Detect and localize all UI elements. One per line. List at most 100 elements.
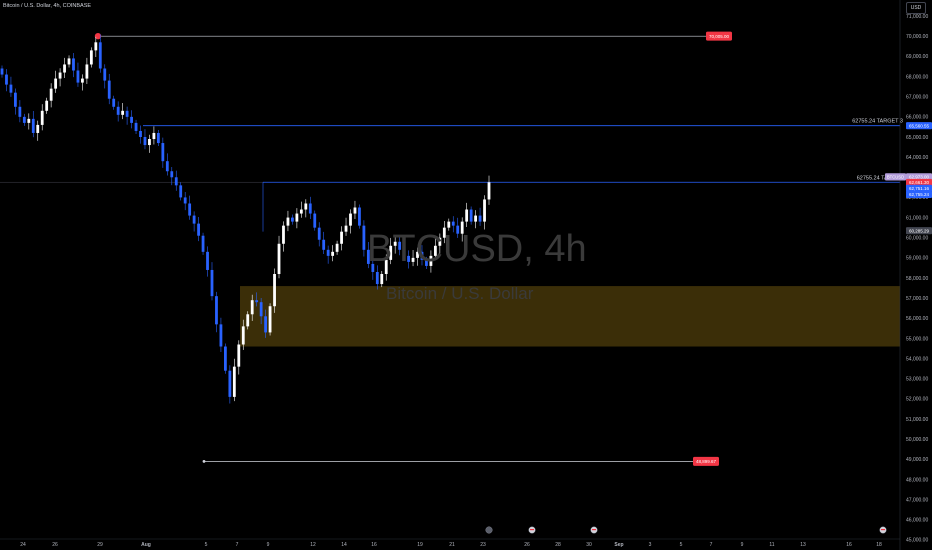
candle-body-up (49, 88, 53, 101)
x-tick-label: 12 (310, 542, 316, 548)
candle-body-down (116, 106, 120, 115)
y-tick-label: 71,000.00 (906, 14, 928, 20)
y-tick-label: 49,000.00 (906, 457, 928, 463)
candle-body-down (183, 197, 187, 204)
candle-body-down (14, 92, 17, 107)
axis-price-label (906, 178, 932, 187)
candle-body-down (107, 80, 111, 99)
candle-body-up (460, 221, 464, 234)
axis-price-label (906, 122, 932, 130)
symbol-badge-text: BTCUSD (887, 174, 904, 179)
candle-body-down (371, 263, 375, 272)
candle-body-down (358, 207, 361, 226)
candle-body-up (447, 221, 451, 228)
y-tick-label: 67,000.00 (906, 95, 928, 101)
target-label: 62755.24 TARGET (857, 176, 904, 182)
candle-body-up (474, 215, 477, 222)
x-tick-label: 3 (649, 542, 652, 548)
x-tick-label: 16 (846, 542, 852, 548)
level-anchor-high[interactable] (94, 32, 102, 40)
y-tick-label: 66,000.00 (906, 115, 928, 121)
candle-body-up (246, 314, 250, 327)
y-tick-label: 70,000.00 (906, 34, 928, 40)
candle-body-up (353, 207, 357, 214)
x-tick-label: 26 (524, 542, 530, 548)
candle-body-down (22, 116, 26, 123)
candle-body-up (429, 255, 433, 266)
candle-body-up (63, 64, 66, 73)
x-tick-label: 9 (267, 542, 270, 548)
candle-body-up (465, 209, 469, 222)
candle-body-up (268, 306, 272, 333)
candle-body-up (483, 199, 486, 222)
candle-body-down (143, 136, 147, 146)
candle-body-up (438, 237, 442, 246)
candle-body-up (344, 225, 348, 232)
y-tick-label: 51,000.00 (906, 417, 928, 423)
x-tick-label: 24 (20, 542, 26, 548)
axis-price-label-text: 62,755.24 (909, 192, 930, 197)
level-anchor-low[interactable] (202, 459, 206, 463)
y-tick-label: 55,000.00 (906, 336, 928, 342)
candle-body-down (139, 130, 142, 137)
axis-price-label (906, 184, 932, 192)
event-icons-layer[interactable] (485, 526, 887, 534)
candle-body-down (317, 227, 321, 240)
candle-body-down (456, 225, 460, 234)
price-labels-layer: 70,005.00 62755.24 TARGET 3 62755.24 TARGE… (693, 31, 932, 466)
watermark-ticker: BTCUSD, 4h (367, 228, 587, 270)
candle-body-down (469, 209, 473, 222)
y-tick-label: 69,000.00 (906, 54, 928, 60)
candle-body-up (45, 100, 49, 111)
candle-body-down (425, 259, 428, 266)
y-tick-label: 52,000.00 (906, 397, 928, 403)
candle-body-down (197, 223, 200, 236)
target-3-label: 62755.24 TARGET 3 (852, 119, 903, 125)
time-axis[interactable]: 24 26 29 Aug 5 7 9 12 14 16 19 21 23 26 28 30 Sep 3 5 7 9 11 1… (0, 538, 900, 548)
x-tick-label: 29 (97, 542, 103, 548)
candle-body-down (72, 58, 75, 71)
axis-price-label-text: 60,285.29 (909, 228, 930, 233)
candle-body-up (411, 257, 415, 262)
y-tick-label: 57,000.00 (906, 296, 928, 302)
x-tick-label: 19 (417, 542, 423, 548)
candle-body-down (402, 249, 406, 256)
candle-body-up (40, 110, 44, 125)
candle-body-down (219, 324, 223, 347)
symbol-title[interactable]: Bitcoin / U.S. Dollar, 4h, COINBASE (3, 3, 92, 9)
currency-button[interactable]: USD (906, 2, 926, 14)
candle-body-up (442, 227, 446, 238)
candle-body-down (165, 161, 169, 172)
candle-body-up (27, 118, 31, 123)
candle-body-up (286, 217, 290, 226)
candle-body-down (103, 68, 107, 81)
earnings-event-icon[interactable] (485, 526, 493, 534)
candle-body-up (89, 50, 93, 65)
candle-body-down (18, 106, 22, 117)
candle-body-down (255, 300, 259, 303)
candle-body-down (420, 251, 424, 260)
candle-body-up (340, 231, 343, 244)
x-tick-label: 14 (341, 542, 347, 548)
candle-body-down (192, 215, 196, 224)
candle-body-up (241, 326, 245, 345)
level-tag-high (706, 31, 732, 41)
candle-body-up (85, 64, 89, 79)
x-tick-label: 18 (876, 542, 882, 548)
demand-zone (240, 286, 900, 347)
x-tick-label: 7 (236, 542, 239, 548)
y-tick-label: 65,000.00 (906, 135, 928, 141)
x-tick-label: 21 (449, 542, 455, 548)
candle-body-down (206, 251, 209, 270)
flag-stripe-icon (881, 529, 885, 531)
candle-body-down (0, 68, 4, 75)
x-tick-label: 23 (480, 542, 486, 548)
candle-body-down (179, 185, 183, 198)
candle-body-up (393, 241, 397, 246)
y-tick-label: 47,000.00 (906, 497, 928, 503)
candle-body-up (384, 259, 388, 274)
y-tick-label: 59,000.00 (906, 256, 928, 262)
symbol-badge (885, 173, 906, 181)
y-tick-label: 60,000.00 (906, 236, 928, 242)
